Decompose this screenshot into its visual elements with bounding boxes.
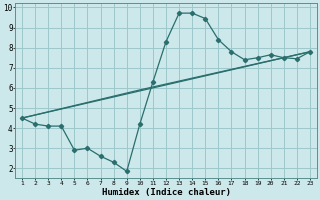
X-axis label: Humidex (Indice chaleur): Humidex (Indice chaleur) <box>101 188 230 197</box>
